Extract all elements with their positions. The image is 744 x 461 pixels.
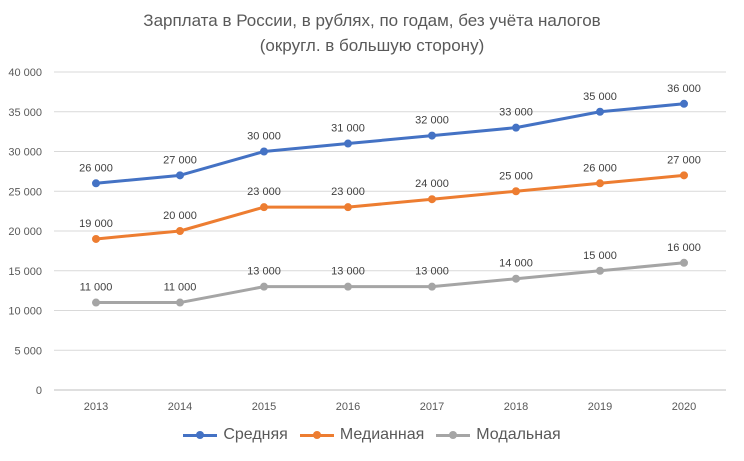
data-point xyxy=(260,282,268,291)
data-point xyxy=(596,179,604,188)
legend: Средняя Медианная Модальная xyxy=(0,426,744,447)
data-label: 11 000 xyxy=(164,282,197,294)
y-tick-label: 35 000 xyxy=(8,107,42,119)
legend-label: Модальная xyxy=(476,426,561,443)
chart-title: Зарплата в России, в рублях, по годам, б… xyxy=(0,8,744,58)
data-point xyxy=(344,282,352,291)
data-label: 15 000 xyxy=(583,250,617,262)
y-tick-label: 10 000 xyxy=(8,306,42,318)
data-label: 13 000 xyxy=(331,266,365,278)
data-point xyxy=(680,99,688,108)
data-label: 33 000 xyxy=(499,107,533,119)
legend-marker xyxy=(299,428,334,442)
data-label: 23 000 xyxy=(331,186,365,198)
y-tick-label: 0 xyxy=(36,385,42,397)
data-label: 26 000 xyxy=(79,162,113,174)
y-tick-label: 20 000 xyxy=(8,226,42,238)
data-label: 13 000 xyxy=(247,266,281,278)
data-label: 16 000 xyxy=(667,242,701,254)
data-label: 11 000 xyxy=(80,282,113,294)
data-label: 14 000 xyxy=(499,258,533,270)
data-point xyxy=(176,227,184,235)
x-tick-label: 2015 xyxy=(252,401,276,413)
data-point xyxy=(512,187,520,196)
y-tick-label: 5 000 xyxy=(14,345,42,357)
data-point xyxy=(344,203,352,212)
x-tick-label: 2017 xyxy=(420,401,444,413)
data-point xyxy=(344,139,352,148)
data-label: 36 000 xyxy=(667,83,701,95)
data-point xyxy=(92,298,100,307)
series-line-3 xyxy=(94,261,686,305)
data-point xyxy=(596,266,604,275)
data-label: 23 000 xyxy=(247,186,281,198)
legend-marker xyxy=(183,428,218,442)
y-tick-label: 15 000 xyxy=(8,266,42,278)
y-tick-label: 40 000 xyxy=(8,67,42,79)
legend-label: Средняя xyxy=(223,426,288,443)
data-point xyxy=(680,171,688,180)
series-line-2 xyxy=(94,173,686,241)
chart-title-line-1: Зарплата в России, в рублях, по годам, б… xyxy=(143,11,601,30)
data-point xyxy=(176,171,184,180)
data-label: 13 000 xyxy=(415,266,449,278)
data-point xyxy=(260,203,268,212)
data-point xyxy=(512,274,520,283)
data-label: 27 000 xyxy=(163,154,197,166)
x-tick-label: 2013 xyxy=(84,401,108,413)
data-point xyxy=(680,258,688,267)
legend-item-3: Модальная xyxy=(436,426,561,444)
series-line-1 xyxy=(94,102,686,185)
data-label: 26 000 xyxy=(583,162,617,174)
legend-item-1: Средняя xyxy=(183,426,288,444)
data-label: 19 000 xyxy=(79,218,113,230)
data-label: 31 000 xyxy=(331,123,365,135)
x-tick-label: 2018 xyxy=(504,401,528,413)
data-point xyxy=(260,147,268,156)
data-label: 35 000 xyxy=(583,91,617,103)
x-tick-label: 2014 xyxy=(168,401,192,413)
legend-item-2: Медианная xyxy=(299,426,425,444)
data-point xyxy=(92,179,100,188)
x-tick-label: 2019 xyxy=(588,401,612,413)
data-point xyxy=(596,107,604,116)
data-label: 30 000 xyxy=(247,131,281,143)
data-label: 20 000 xyxy=(163,210,197,222)
legend-marker xyxy=(436,428,471,442)
data-point xyxy=(428,195,436,204)
data-label: 24 000 xyxy=(415,178,449,190)
data-point xyxy=(176,298,184,307)
x-tick-label: 2016 xyxy=(336,401,360,413)
data-point xyxy=(428,282,436,291)
data-label: 25 000 xyxy=(499,170,533,182)
data-point xyxy=(92,234,100,243)
data-label: 32 000 xyxy=(415,115,449,127)
chart-title-line-2: (округл. в большую сторону) xyxy=(259,36,485,55)
y-tick-label: 25 000 xyxy=(8,186,42,198)
data-point xyxy=(428,131,436,140)
x-tick-label: 2020 xyxy=(672,401,696,413)
legend-label: Медианная xyxy=(339,426,425,443)
data-point xyxy=(512,123,520,132)
y-tick-label: 30 000 xyxy=(8,147,42,159)
data-label: 27 000 xyxy=(667,154,701,166)
